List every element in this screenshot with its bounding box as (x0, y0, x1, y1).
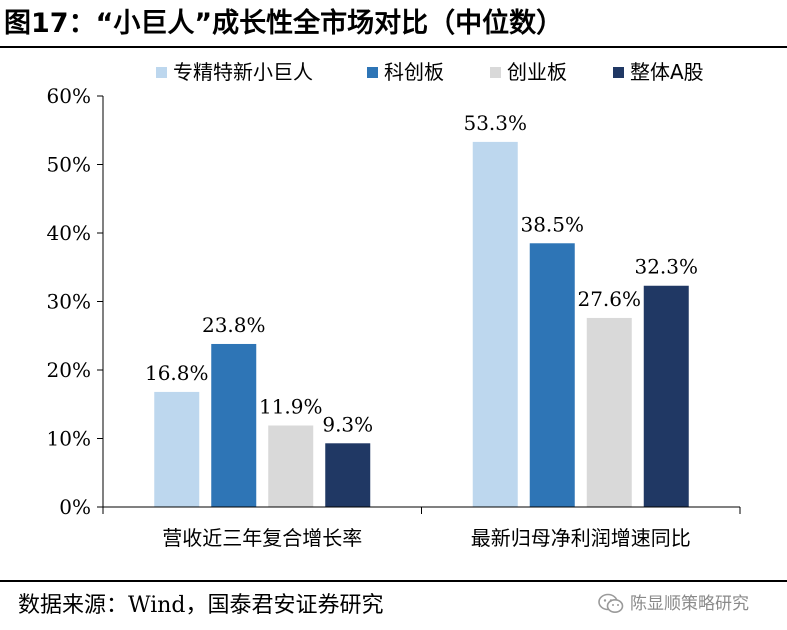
y-tick-label: 10% (47, 427, 91, 451)
bar (529, 243, 575, 507)
watermark-label: 陈显顺策略研究 (630, 594, 749, 614)
watermark: 陈显顺策略研究 (598, 584, 749, 624)
wechat-icon (598, 593, 624, 613)
y-axis: 0% 10% 20% 30% 40% 50% 60% (47, 84, 104, 519)
legend-swatch (367, 67, 378, 78)
bar (154, 391, 200, 507)
bar (643, 285, 689, 507)
y-tick-label: 40% (47, 221, 91, 245)
bar (211, 343, 257, 507)
legend-swatch (490, 67, 501, 78)
y-tick-label: 60% (47, 84, 91, 108)
y-tick-label: 20% (47, 358, 91, 382)
chart-legend: 专精特新小巨人 科创板 创业板 整体A股 (156, 60, 704, 84)
x-category-label: 最新归母净利润增速同比 (471, 526, 691, 550)
legend-label: 整体A股 (630, 60, 704, 84)
data-label: 23.8% (202, 313, 266, 337)
bar-series-group: 16.8% 53.3% 23.8% 38.5% 11.9% 27.6% 9.3% 32.3% (145, 111, 698, 507)
data-label: 32.3% (634, 255, 698, 279)
data-label: 38.5% (520, 212, 584, 236)
data-label: 9.3% (322, 412, 373, 436)
data-label: 11.9% (259, 394, 323, 418)
source-divider (0, 580, 787, 582)
bar (325, 443, 371, 507)
y-tick-label: 50% (47, 153, 91, 177)
bar (472, 141, 518, 507)
data-source-note: 数据来源：Wind，国泰君安证券研究 (18, 593, 384, 618)
bar (586, 317, 632, 507)
legend-swatch (613, 67, 624, 78)
y-tick-label: 0% (59, 495, 91, 519)
y-tick-label: 30% (47, 290, 91, 314)
bar-chart: 专精特新小巨人 科创板 创业板 整体A股 0% 10% 20% 30% 40% 50% 60% 1… (47, 60, 741, 550)
legend-label: 科创板 (384, 60, 444, 84)
bar (268, 425, 314, 507)
legend-label: 专精特新小巨人 (173, 60, 313, 84)
legend-label: 创业板 (507, 60, 567, 84)
x-category-label: 营收近三年复合增长率 (162, 526, 362, 550)
data-label: 53.3% (463, 111, 527, 135)
figure-title: 图17：“小巨人”成长性全市场对比（中位数） (4, 8, 564, 39)
x-axis: 营收近三年复合增长率 最新归母净利润增速同比 (102, 506, 741, 550)
data-label: 27.6% (577, 287, 641, 311)
title-underline (0, 46, 787, 48)
legend-swatch (156, 67, 167, 78)
data-label: 16.8% (145, 361, 209, 385)
